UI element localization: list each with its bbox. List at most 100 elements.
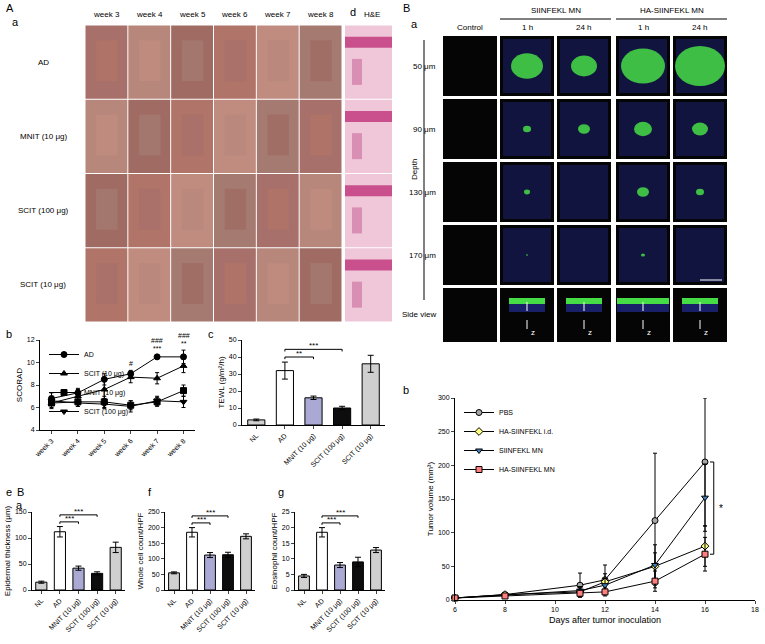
svg-text:*: * (719, 503, 723, 514)
svg-text:###: ### (178, 332, 190, 339)
svg-text:90 μm: 90 μm (413, 125, 436, 134)
svg-text:**: ** (181, 340, 187, 347)
svg-text:z: z (588, 328, 592, 337)
svg-text:week 8: week 8 (307, 10, 334, 19)
svg-text:Depth: Depth (410, 159, 419, 180)
svg-text:SCIT (100 μg): SCIT (100 μg) (18, 206, 69, 215)
svg-text:NL: NL (296, 597, 307, 608)
svg-text:AD: AD (38, 58, 49, 67)
svg-text:AD: AD (313, 597, 325, 609)
svg-text:SCIT (10 μg): SCIT (10 μg) (346, 597, 380, 631)
svg-text:g: g (278, 486, 284, 498)
svg-text:150: 150 (148, 540, 160, 547)
svg-text:130 μm: 130 μm (409, 188, 436, 197)
svg-text:week 3: week 3 (33, 437, 54, 458)
svg-text:100: 100 (438, 529, 450, 536)
svg-text:week 7: week 7 (264, 10, 291, 19)
svg-text:week 8: week 8 (165, 437, 186, 458)
svg-text:***: *** (336, 508, 345, 517)
svg-text:f: f (148, 486, 152, 498)
svg-text:50: 50 (229, 336, 237, 343)
svg-text:TEWL (g/m²/h): TEWL (g/m²/h) (217, 356, 226, 408)
svg-text:AD: AD (183, 597, 195, 609)
svg-text:10: 10 (282, 555, 290, 562)
svg-text:z: z (647, 328, 651, 337)
svg-text:4: 4 (31, 426, 35, 433)
svg-text:5: 5 (286, 571, 290, 578)
svg-text:MNIT (10 μg): MNIT (10 μg) (84, 389, 125, 397)
svg-text:z: z (531, 328, 535, 337)
svg-text:PBS: PBS (499, 409, 513, 416)
svg-text:week 6: week 6 (113, 437, 134, 458)
svg-text:HA-SIINFEKL i.d.: HA-SIINFEKL i.d. (499, 428, 553, 435)
svg-text:14: 14 (651, 606, 659, 613)
svg-text:***: *** (309, 341, 318, 350)
svg-text:MNIT (10 μg): MNIT (10 μg) (283, 432, 318, 467)
svg-text:NL: NL (33, 597, 44, 608)
svg-text:B: B (17, 486, 24, 498)
svg-text:HA-SIINFEKL MN: HA-SIINFEKL MN (640, 6, 704, 15)
svg-text:###: ### (151, 337, 163, 344)
svg-text:SCIT (10 μg): SCIT (10 μg) (216, 597, 250, 631)
svg-text:SCIT (100 μg): SCIT (100 μg) (195, 597, 232, 634)
svg-text:10: 10 (27, 359, 35, 366)
svg-text:a: a (12, 16, 19, 28)
svg-text:AD: AD (51, 597, 63, 609)
svg-text:**: ** (296, 349, 302, 358)
svg-text:week 4: week 4 (136, 10, 163, 19)
svg-text:0: 0 (156, 586, 160, 593)
svg-text:0: 0 (446, 596, 450, 603)
svg-text:100: 100 (148, 555, 160, 562)
svg-text:6: 6 (31, 404, 35, 411)
svg-text:200: 200 (148, 524, 160, 531)
svg-text:NL: NL (166, 597, 177, 608)
svg-text:Eosinophil count/HPF: Eosinophil count/HPF (270, 512, 279, 589)
svg-text:e: e (6, 486, 12, 498)
svg-text:50: 50 (19, 560, 27, 567)
svg-text:AD: AD (84, 351, 94, 358)
svg-text:SCIT (10 μg): SCIT (10 μg) (84, 370, 124, 378)
svg-text:200: 200 (438, 462, 450, 469)
svg-text:Tumor volume (mm³): Tumor volume (mm³) (426, 461, 435, 536)
svg-text:#: # (129, 360, 133, 367)
svg-text:***: *** (153, 345, 161, 352)
svg-text:300: 300 (438, 394, 450, 401)
svg-text:10: 10 (551, 606, 559, 613)
svg-text:MNIT (10 μg): MNIT (10 μg) (20, 132, 67, 141)
svg-text:NL: NL (248, 432, 259, 443)
svg-text:Epidermal thickness (μm): Epidermal thickness (μm) (3, 505, 12, 596)
svg-text:AD: AD (276, 432, 288, 444)
svg-text:8: 8 (31, 381, 35, 388)
svg-text:Days after tumor inoculation: Days after tumor inoculation (549, 615, 661, 625)
svg-text:24 h: 24 h (692, 23, 708, 32)
svg-text:MNIT (10 μg): MNIT (10 μg) (48, 597, 83, 632)
svg-text:12: 12 (601, 606, 609, 613)
svg-text:24 h: 24 h (576, 23, 592, 32)
svg-text:0: 0 (286, 586, 290, 593)
svg-text:170 μm: 170 μm (409, 251, 436, 260)
svg-text:***: *** (206, 508, 215, 517)
svg-text:250: 250 (148, 508, 160, 515)
svg-text:16: 16 (701, 606, 709, 613)
svg-text:HA-SIINFEKL MN: HA-SIINFEKL MN (499, 466, 555, 473)
svg-text:250: 250 (438, 428, 450, 435)
svg-text:week 4: week 4 (60, 437, 81, 458)
svg-text:Control: Control (457, 23, 483, 32)
svg-text:100: 100 (15, 534, 27, 541)
svg-text:50: 50 (152, 571, 160, 578)
svg-text:150: 150 (438, 495, 450, 502)
svg-text:15: 15 (282, 540, 290, 547)
svg-text:0: 0 (233, 421, 237, 428)
svg-text:week 7: week 7 (139, 437, 160, 458)
svg-text:a: a (16, 499, 23, 511)
svg-text:SCORAD: SCORAD (15, 368, 24, 402)
svg-text:***: *** (327, 515, 336, 524)
svg-text:SCIT (10 μg): SCIT (10 μg) (341, 432, 375, 466)
svg-text:week 5: week 5 (86, 437, 107, 458)
svg-text:b: b (403, 384, 409, 396)
svg-text:d: d (350, 6, 356, 18)
svg-text:SIINFEKL MN: SIINFEKL MN (531, 6, 581, 15)
svg-text:SCIT (100 μg): SCIT (100 μg) (64, 597, 101, 634)
svg-text:150: 150 (15, 508, 27, 515)
svg-text:10: 10 (229, 404, 237, 411)
